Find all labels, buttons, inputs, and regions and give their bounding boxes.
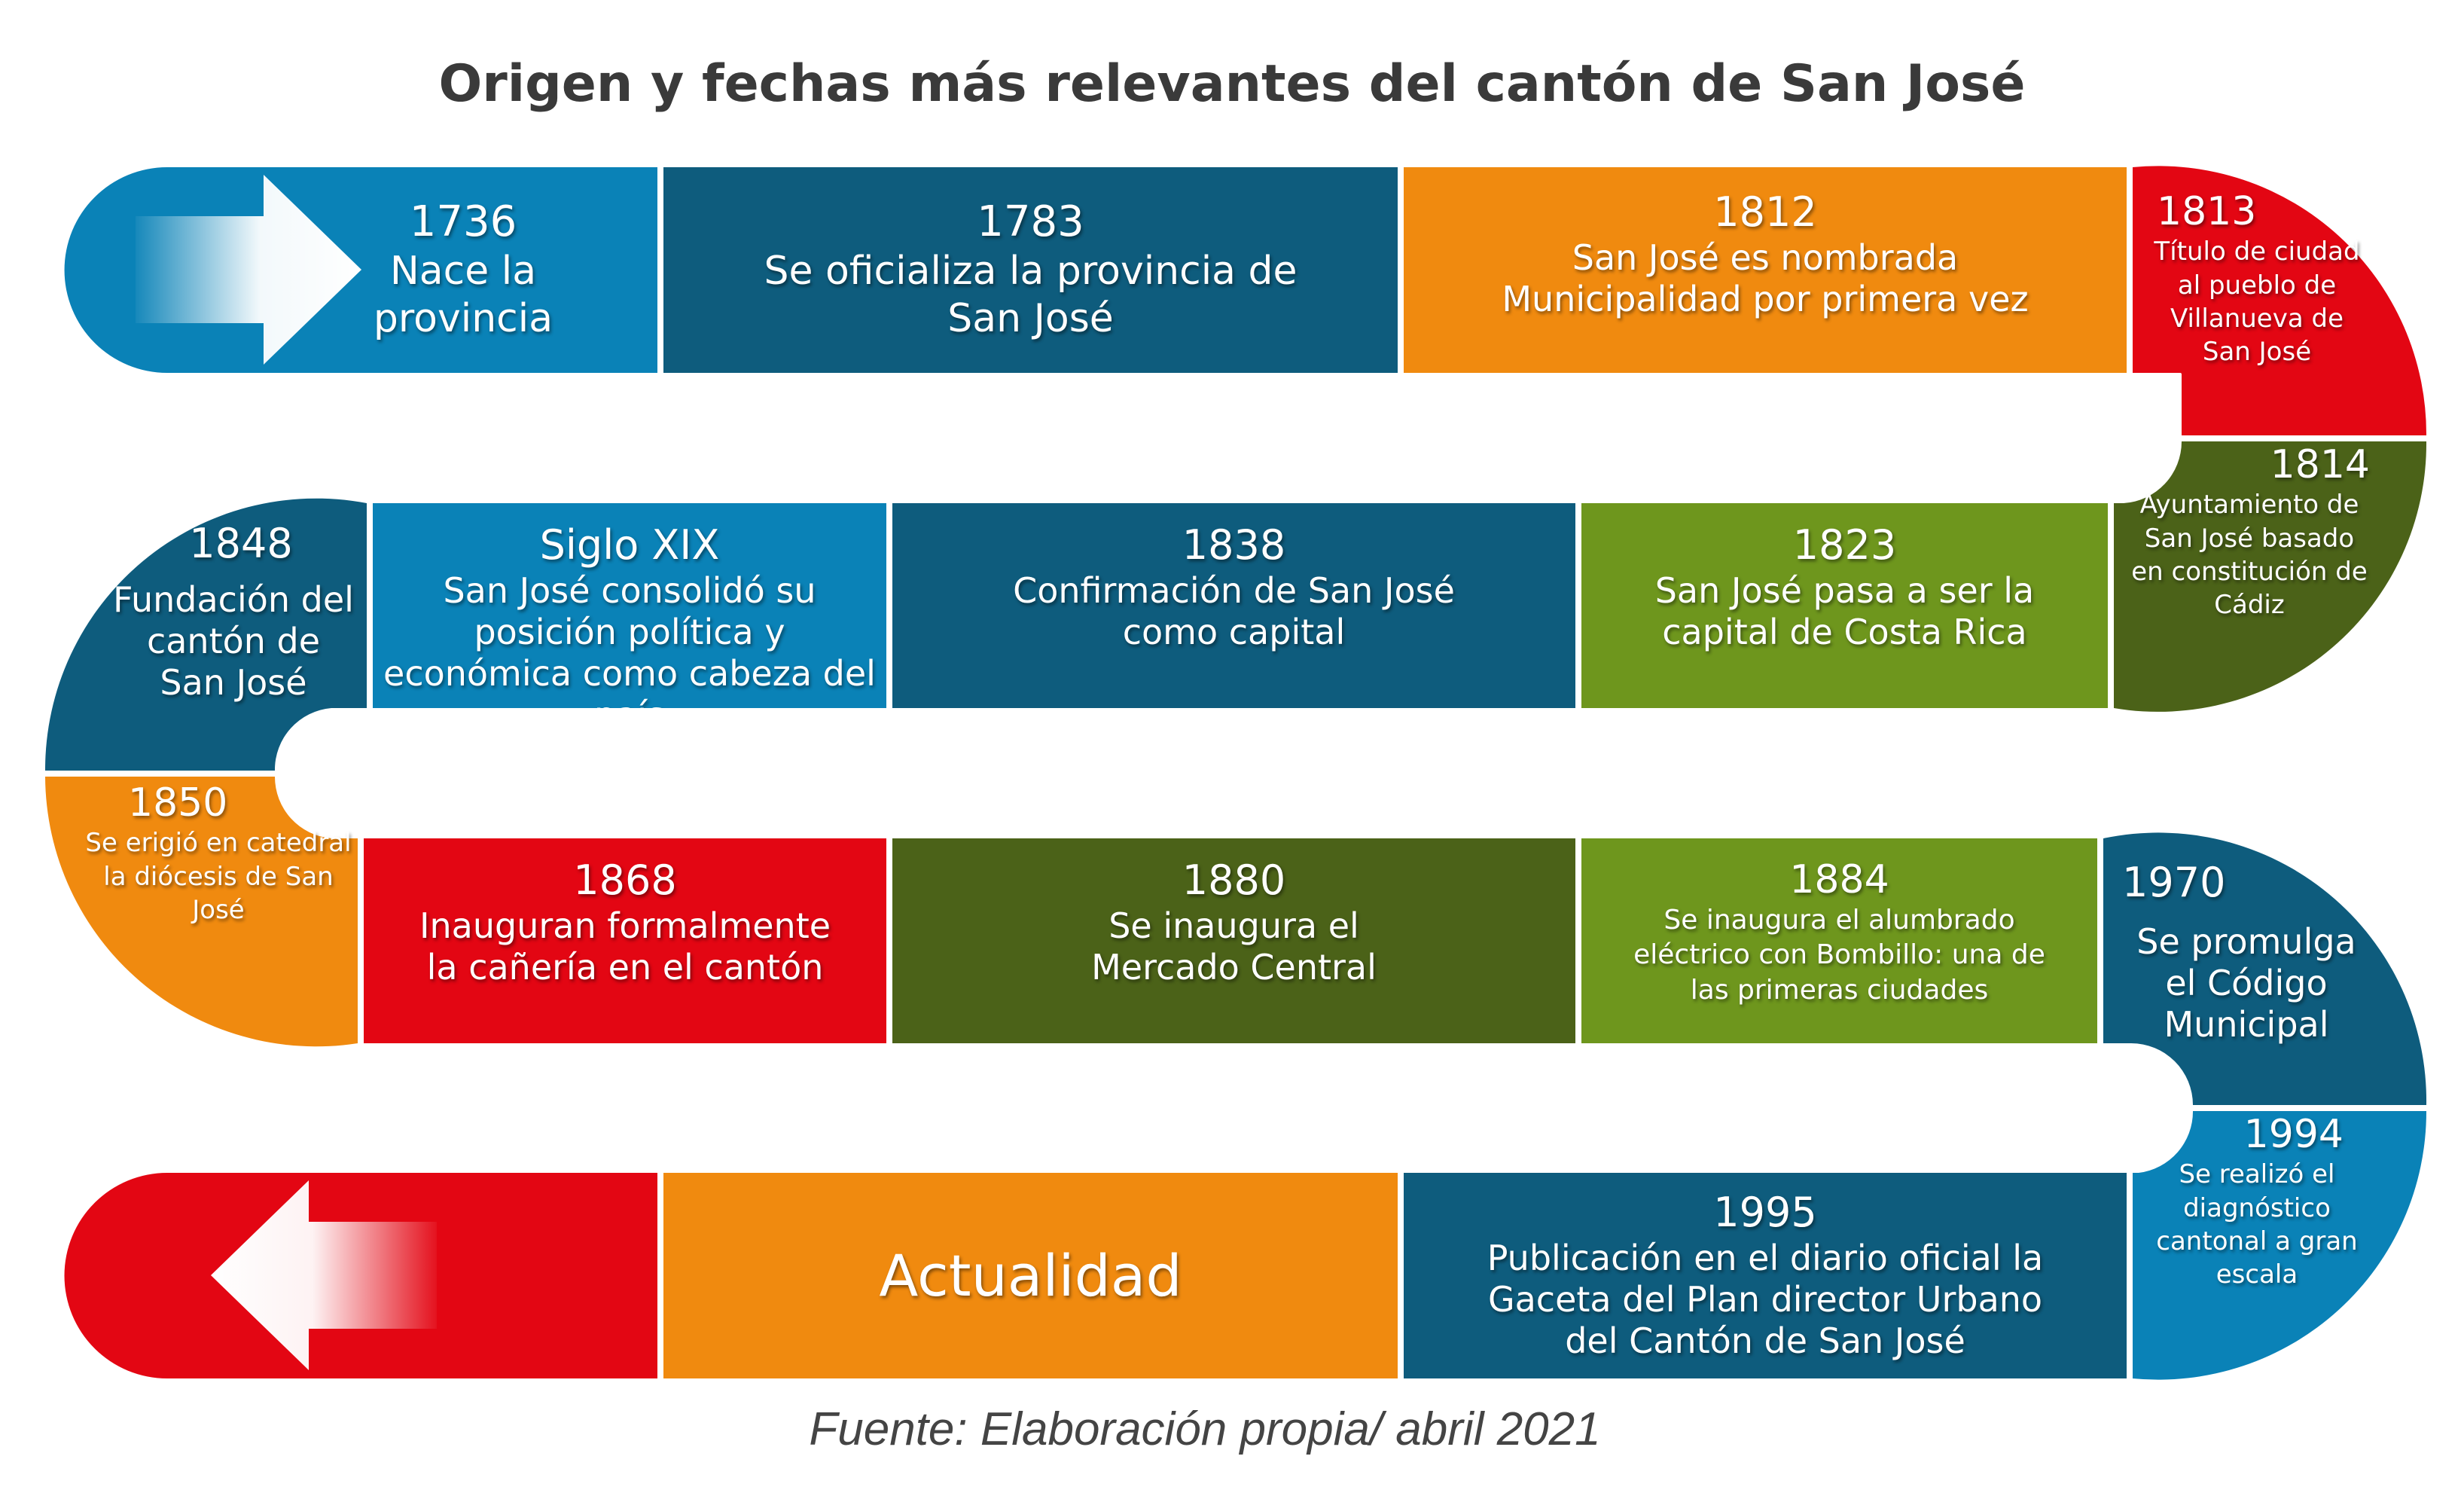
page-title: Origen y fechas más relevantes del cantó…: [438, 54, 2026, 114]
event-year: 1850: [128, 780, 228, 826]
event-text: Inauguran formalmente la cañería en el c…: [419, 905, 831, 988]
event-year: 1884: [1789, 857, 1889, 902]
event-year: 1848: [189, 520, 293, 567]
seg-siglo: [373, 503, 886, 708]
seg-1812: [1404, 167, 2127, 373]
seg-1848: [44, 498, 367, 771]
event-year: 1880: [1182, 856, 1286, 904]
event-year: Siglo XIX: [539, 521, 720, 569]
seg-1884: [1581, 838, 2097, 1043]
event-1812: 1812 San José es nombrada Municipalidad …: [1404, 167, 2127, 373]
event-actualidad: Actualidad: [663, 1173, 1398, 1378]
end-arrow-icon: [211, 1180, 437, 1370]
seg-1823: [1581, 503, 2108, 708]
seg-1995: [1404, 1173, 2127, 1378]
event-1813: 1813 Título de ciudad al pueblo de Villa…: [2133, 188, 2381, 414]
seg-1850: [45, 777, 358, 1047]
event-text: Nace la provincia: [373, 248, 553, 342]
event-1848: 1848 Fundación del cantón de San José: [105, 520, 361, 716]
seg-actualidad: [663, 1173, 1398, 1378]
event-1880: 1880 Se inaugura el Mercado Central: [892, 838, 1575, 1043]
seg-1994: [2133, 1111, 2427, 1380]
event-year: 1970: [2122, 859, 2226, 906]
event-1814: 1814 Ayuntamiento de San José basado en …: [2114, 441, 2385, 667]
event-1970: 1970 Se promulga el Código Municipal: [2103, 859, 2389, 1085]
event-text: Se inaugura el alumbrado eléctrico con B…: [1633, 905, 2045, 1006]
event-1995: 1995 Publicación en el diario oficial la…: [1404, 1173, 2127, 1378]
event-text: Se realizó el diagnóstico cantonal a gra…: [2156, 1159, 2358, 1290]
seg-1813: [2133, 166, 2427, 435]
event-year: 1783: [977, 197, 1084, 247]
event-text: Se oficializa la provincia de San José: [764, 248, 1298, 342]
event-1850: 1850 Se erigió en catedral la diócesis d…: [75, 780, 361, 960]
seg-1868: [364, 838, 886, 1043]
seg-1838: [892, 503, 1575, 708]
event-text: San José consolidó su posición política …: [383, 569, 876, 708]
event-year: 1868: [573, 856, 677, 904]
event-year: 1838: [1182, 521, 1286, 569]
seg-1970: [2103, 832, 2427, 1105]
event-1823: 1823 San José pasa a ser la capital de C…: [1581, 503, 2108, 708]
event-year: 1736: [409, 197, 517, 247]
event-text: Se promulga el Código Municipal: [2136, 920, 2356, 1046]
event-1838: 1838 Confirmación de San José como capit…: [892, 503, 1575, 708]
start-arrow-icon: [136, 175, 361, 365]
event-1736: 1736 Nace la provincia: [324, 167, 602, 373]
event-text: Confirmación de San José como capital: [1013, 569, 1455, 652]
event-text: Actualidad: [879, 1242, 1182, 1309]
event-1783: 1783 Se oficializa la provincia de San J…: [663, 167, 1398, 373]
seg-1814: [2114, 441, 2427, 712]
event-year: 1813: [2157, 189, 2257, 234]
event-text: Título de ciudad al pueblo de Villanueva…: [2154, 237, 2360, 367]
event-year: 1995: [1713, 1189, 1817, 1237]
event-year: 1814: [2270, 442, 2370, 487]
event-text: Fundación del cantón de San José: [113, 579, 354, 704]
event-year: 1823: [1792, 521, 1897, 569]
event-text: San José pasa a ser la capital de Costa …: [1654, 569, 2035, 652]
event-1884: 1884 Se inaugura el alumbrado eléctrico …: [1581, 838, 2097, 1043]
event-text: Se erigió en catedral la diócesis de San…: [85, 828, 352, 925]
seg-1880: [892, 838, 1575, 1043]
event-1868: 1868 Inauguran formalmente la cañería en…: [364, 838, 886, 1043]
event-text: Publicación en el diario oficial la Gace…: [1487, 1238, 2044, 1362]
event-1994: 1994 Se realizó el diagnóstico cantonal …: [2133, 1111, 2381, 1322]
event-text: Se inaugura el Mercado Central: [1091, 905, 1377, 988]
source-caption: Fuente: Elaboración propia/ abril 2021: [809, 1403, 1601, 1455]
event-siglo: Siglo XIX San José consolidó su posición…: [373, 503, 886, 708]
event-text: San José es nombrada Municipalidad por p…: [1502, 237, 2029, 319]
seg-1783: [663, 167, 1398, 373]
event-year: 1812: [1713, 188, 1817, 236]
event-text: Ayuntamiento de San José basado en const…: [2131, 490, 2368, 620]
event-year: 1994: [2243, 1112, 2344, 1157]
